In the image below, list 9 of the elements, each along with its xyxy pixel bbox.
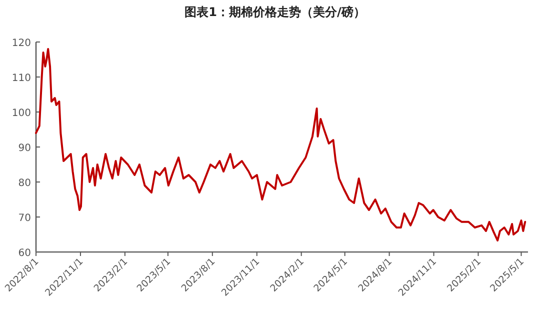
y-tick-label: 100 — [12, 108, 31, 119]
y-tick-label: 80 — [18, 178, 31, 189]
line-series — [35, 48, 526, 242]
y-tick-label: 90 — [18, 143, 31, 154]
y-tick-label: 60 — [18, 248, 31, 259]
y-tick-label: 70 — [18, 213, 31, 224]
y-tick-label: 120 — [12, 38, 31, 49]
chart-title: 图表1：期棉价格走势（美分/磅） — [184, 5, 366, 19]
y-tick-label: 110 — [12, 73, 31, 84]
